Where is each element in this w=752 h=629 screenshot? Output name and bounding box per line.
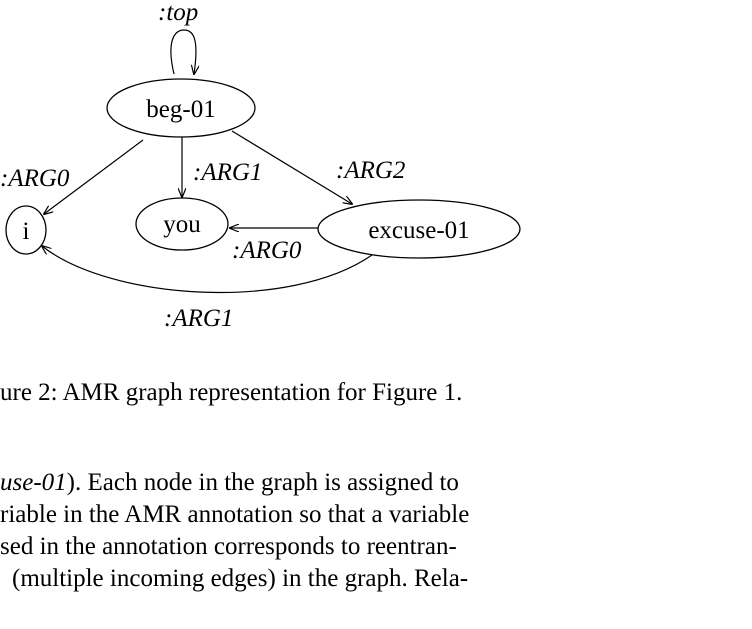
- body-line-1-rest: ). Each node in the graph is assigned to: [67, 469, 459, 496]
- body-line-2: riable in the AMR annotation so that a v…: [0, 498, 469, 531]
- edge-label-excuse-arg0: :ARG0: [232, 237, 302, 264]
- figure-caption: ure 2: AMR graph representation for Figu…: [0, 378, 462, 408]
- edge-top: [171, 30, 196, 74]
- edge-label-beg-arg2: :ARG2: [336, 157, 405, 184]
- body-line-1: use-01). Each node in the graph is assig…: [0, 466, 459, 499]
- node-label-i: i: [23, 218, 30, 245]
- edge-label-top: :top: [158, 0, 198, 26]
- node-label-you: you: [163, 211, 201, 238]
- body-line-3: sed in the annotation corresponds to ree…: [0, 530, 457, 563]
- node-label-beg-01: beg-01: [146, 96, 215, 123]
- edge-excuse-to-i: [42, 246, 372, 292]
- body-line-4: (multiple incoming edges) in the graph. …: [12, 562, 468, 595]
- body-line-1-italic: use-01: [0, 469, 67, 496]
- amr-graph-figure: :top beg-01 i you excuse-01 :ARG0 :ARG1 …: [0, 0, 752, 360]
- edge-label-beg-arg1: :ARG1: [193, 159, 262, 186]
- edge-label-beg-arg0: :ARG0: [0, 165, 70, 192]
- edge-label-excuse-arg1: :ARG1: [164, 305, 233, 332]
- node-label-excuse-01: excuse-01: [368, 217, 469, 244]
